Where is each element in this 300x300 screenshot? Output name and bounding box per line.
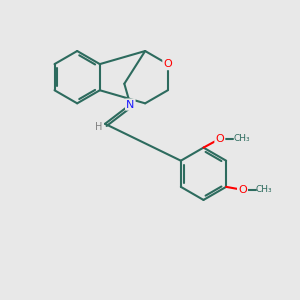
Text: O: O (238, 185, 247, 195)
Text: CH₃: CH₃ (256, 185, 272, 194)
Text: H: H (95, 122, 103, 132)
Text: N: N (126, 100, 134, 110)
Text: CH₃: CH₃ (233, 134, 250, 143)
Text: O: O (215, 134, 224, 144)
Text: O: O (164, 59, 172, 69)
